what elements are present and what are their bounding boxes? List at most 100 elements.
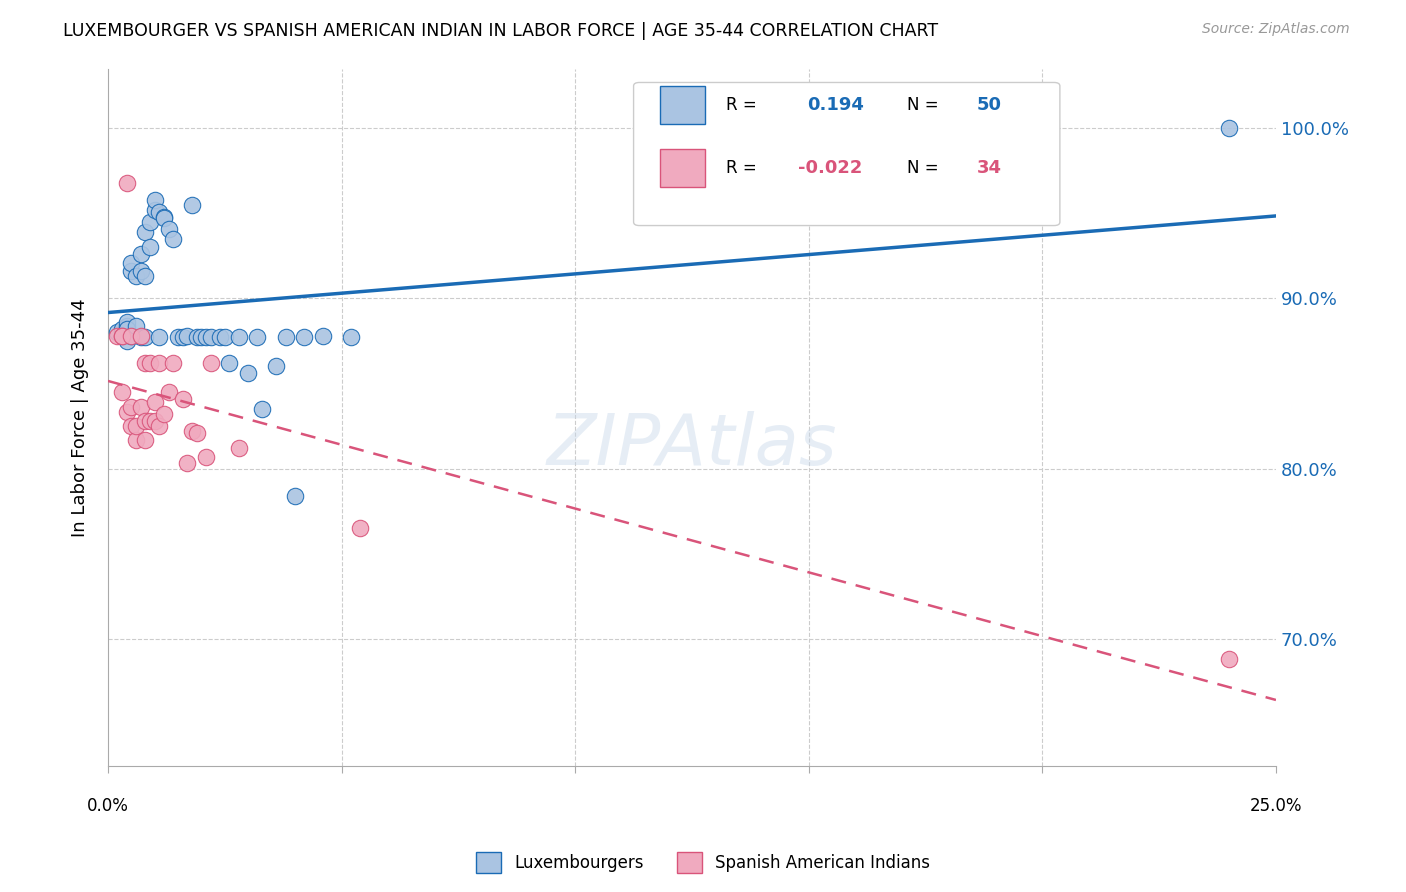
Point bbox=[228, 441, 250, 455]
Text: N =: N = bbox=[907, 96, 939, 114]
Point bbox=[143, 395, 166, 409]
Point bbox=[129, 401, 152, 415]
Point bbox=[134, 330, 156, 344]
Point bbox=[105, 326, 128, 340]
Point bbox=[153, 211, 176, 226]
FancyBboxPatch shape bbox=[634, 82, 1060, 226]
Point bbox=[120, 328, 142, 343]
Text: 0.194: 0.194 bbox=[807, 96, 865, 114]
Text: 50: 50 bbox=[977, 96, 1002, 114]
Point bbox=[162, 232, 184, 246]
Point bbox=[172, 392, 194, 406]
Point bbox=[167, 330, 190, 344]
Point bbox=[120, 328, 142, 343]
Point bbox=[1218, 652, 1240, 666]
Point bbox=[148, 204, 170, 219]
Point bbox=[312, 328, 335, 343]
Point bbox=[111, 384, 134, 399]
Point bbox=[153, 407, 176, 421]
Point bbox=[115, 405, 138, 419]
Point bbox=[115, 334, 138, 348]
Point bbox=[111, 328, 134, 343]
Point bbox=[181, 197, 204, 211]
Point bbox=[111, 328, 134, 343]
Point bbox=[214, 330, 236, 344]
Point bbox=[129, 328, 152, 343]
Point bbox=[139, 215, 162, 229]
Point bbox=[292, 330, 315, 344]
Point bbox=[134, 414, 156, 428]
Point bbox=[157, 221, 180, 235]
Point bbox=[274, 330, 297, 344]
Point bbox=[125, 419, 148, 434]
Point bbox=[111, 322, 134, 336]
Text: R =: R = bbox=[725, 96, 756, 114]
Point bbox=[153, 210, 176, 224]
Text: -0.022: -0.022 bbox=[799, 159, 863, 177]
Point bbox=[200, 330, 222, 344]
Point bbox=[162, 356, 184, 370]
FancyBboxPatch shape bbox=[661, 149, 704, 187]
Point bbox=[134, 433, 156, 447]
Point bbox=[228, 330, 250, 344]
Point bbox=[190, 330, 212, 344]
Point bbox=[176, 328, 198, 343]
Point bbox=[186, 330, 208, 344]
Point bbox=[195, 330, 218, 344]
Point bbox=[115, 322, 138, 336]
Point bbox=[195, 450, 218, 464]
Point bbox=[143, 193, 166, 207]
Point bbox=[250, 401, 273, 416]
Point bbox=[209, 330, 232, 344]
Point bbox=[349, 521, 371, 535]
Point bbox=[125, 269, 148, 284]
Point bbox=[120, 264, 142, 278]
Point bbox=[200, 356, 222, 370]
Text: 34: 34 bbox=[977, 159, 1002, 177]
Point bbox=[340, 330, 363, 344]
Text: N =: N = bbox=[907, 159, 939, 177]
Point bbox=[139, 240, 162, 254]
Point bbox=[115, 315, 138, 329]
Point bbox=[134, 269, 156, 284]
Point bbox=[148, 330, 170, 344]
Text: 25.0%: 25.0% bbox=[1250, 797, 1302, 815]
Point bbox=[129, 330, 152, 344]
Point bbox=[120, 255, 142, 269]
Y-axis label: In Labor Force | Age 35-44: In Labor Force | Age 35-44 bbox=[72, 298, 89, 537]
Point bbox=[129, 247, 152, 261]
Point bbox=[186, 425, 208, 440]
FancyBboxPatch shape bbox=[661, 86, 704, 124]
Point bbox=[139, 414, 162, 428]
Point bbox=[246, 330, 269, 344]
Text: R =: R = bbox=[725, 159, 756, 177]
Point bbox=[1218, 121, 1240, 136]
Point bbox=[134, 225, 156, 239]
Point bbox=[105, 328, 128, 343]
Point bbox=[125, 318, 148, 333]
Point bbox=[139, 356, 162, 370]
Point bbox=[157, 384, 180, 399]
Point bbox=[115, 318, 138, 333]
Point bbox=[264, 359, 287, 374]
Legend: Luxembourgers, Spanish American Indians: Luxembourgers, Spanish American Indians bbox=[470, 846, 936, 880]
Point bbox=[172, 330, 194, 344]
Point bbox=[218, 356, 240, 370]
Point bbox=[111, 328, 134, 343]
Point bbox=[129, 264, 152, 278]
Point bbox=[143, 202, 166, 217]
Text: 0.0%: 0.0% bbox=[87, 797, 129, 815]
Point bbox=[148, 356, 170, 370]
Text: LUXEMBOURGER VS SPANISH AMERICAN INDIAN IN LABOR FORCE | AGE 35-44 CORRELATION C: LUXEMBOURGER VS SPANISH AMERICAN INDIAN … bbox=[63, 22, 938, 40]
Text: Source: ZipAtlas.com: Source: ZipAtlas.com bbox=[1202, 22, 1350, 37]
Point bbox=[143, 414, 166, 428]
Point bbox=[181, 424, 204, 438]
Point bbox=[176, 457, 198, 471]
Point bbox=[236, 366, 259, 380]
Point bbox=[284, 489, 307, 503]
Point bbox=[115, 176, 138, 190]
Point bbox=[120, 401, 142, 415]
Text: ZIPAtlas: ZIPAtlas bbox=[547, 411, 837, 480]
Point bbox=[134, 356, 156, 370]
Point bbox=[120, 419, 142, 434]
